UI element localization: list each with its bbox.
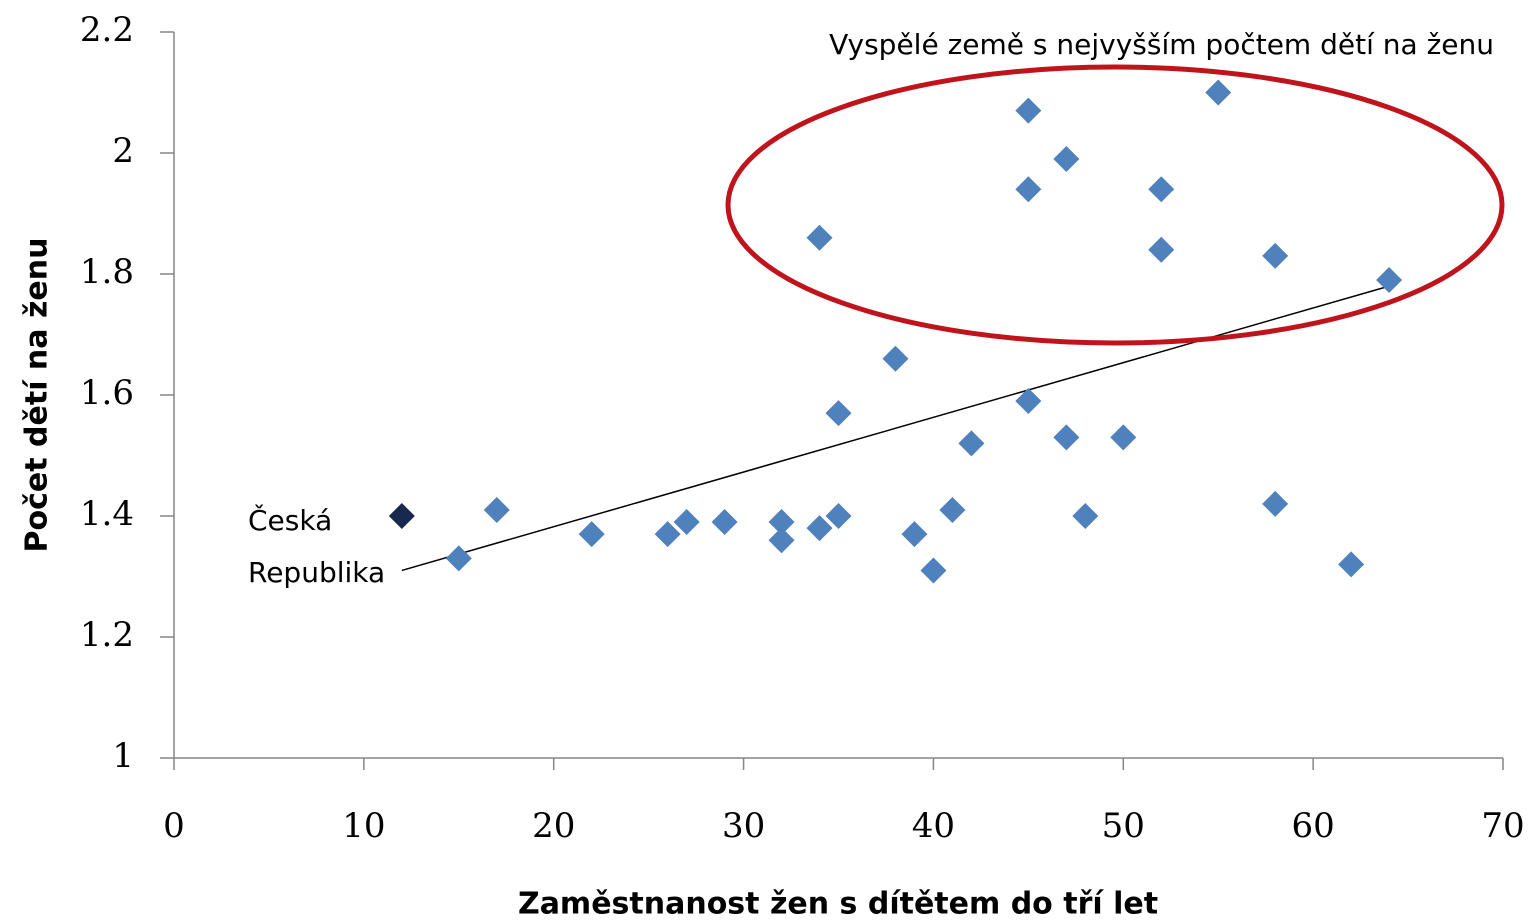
x-tick-label: 10: [342, 806, 385, 846]
point: [1053, 146, 1080, 173]
point: [1338, 551, 1365, 578]
y-tick-label: 2.2: [80, 10, 134, 50]
point: [920, 557, 947, 584]
point: [939, 496, 966, 523]
y-axis-label: Počet dětí na ženu: [20, 238, 55, 553]
y-tick-label: 1.2: [80, 615, 134, 655]
point: [1376, 267, 1403, 294]
point: [958, 430, 985, 457]
y-tick-label: 1.8: [80, 252, 134, 292]
x-tick-label: 40: [912, 806, 955, 846]
point: [673, 509, 700, 536]
point: [1072, 503, 1099, 529]
annotation: Republika: [248, 556, 385, 589]
x-tick-label: 0: [163, 806, 185, 846]
point: [1148, 236, 1175, 263]
point: [1015, 97, 1042, 124]
point: [806, 224, 833, 251]
trendline: [401, 285, 1390, 572]
point: [825, 503, 852, 529]
point: [1110, 424, 1137, 451]
x-tick-label: 30: [722, 806, 765, 846]
point: [1262, 490, 1289, 517]
point: [1148, 176, 1175, 203]
point: [806, 515, 833, 542]
highlight-ellipse: [725, 64, 1505, 346]
x-tick-label: 50: [1102, 806, 1145, 846]
annotation: Česká: [248, 503, 332, 537]
y-tick-label: 1: [112, 736, 134, 776]
point: [901, 521, 928, 548]
point: [882, 345, 909, 372]
point: [388, 503, 415, 529]
point: [825, 400, 852, 427]
point: [768, 527, 795, 554]
point: [1015, 176, 1042, 203]
point: [1262, 242, 1289, 269]
point: [445, 545, 472, 572]
point: [654, 521, 681, 548]
point: [483, 496, 510, 523]
point: [1205, 79, 1232, 106]
point: [578, 521, 605, 548]
y-tick-label: 1.6: [80, 373, 134, 413]
point: [768, 509, 795, 536]
point: [1053, 424, 1080, 451]
x-tick-label: 20: [532, 806, 575, 846]
x-axis-label: Zaměstnanost žen s dítětem do tří let: [518, 887, 1158, 922]
point: [1015, 388, 1042, 415]
y-tick-label: 1.4: [80, 494, 134, 534]
x-tick-label: 60: [1292, 806, 1335, 846]
y-tick-label: 2: [112, 131, 134, 171]
annotation: Vyspělé země s nejvyšším počtem dětí na …: [829, 28, 1494, 61]
x-tick-label: 70: [1481, 806, 1524, 846]
point: [711, 509, 738, 536]
